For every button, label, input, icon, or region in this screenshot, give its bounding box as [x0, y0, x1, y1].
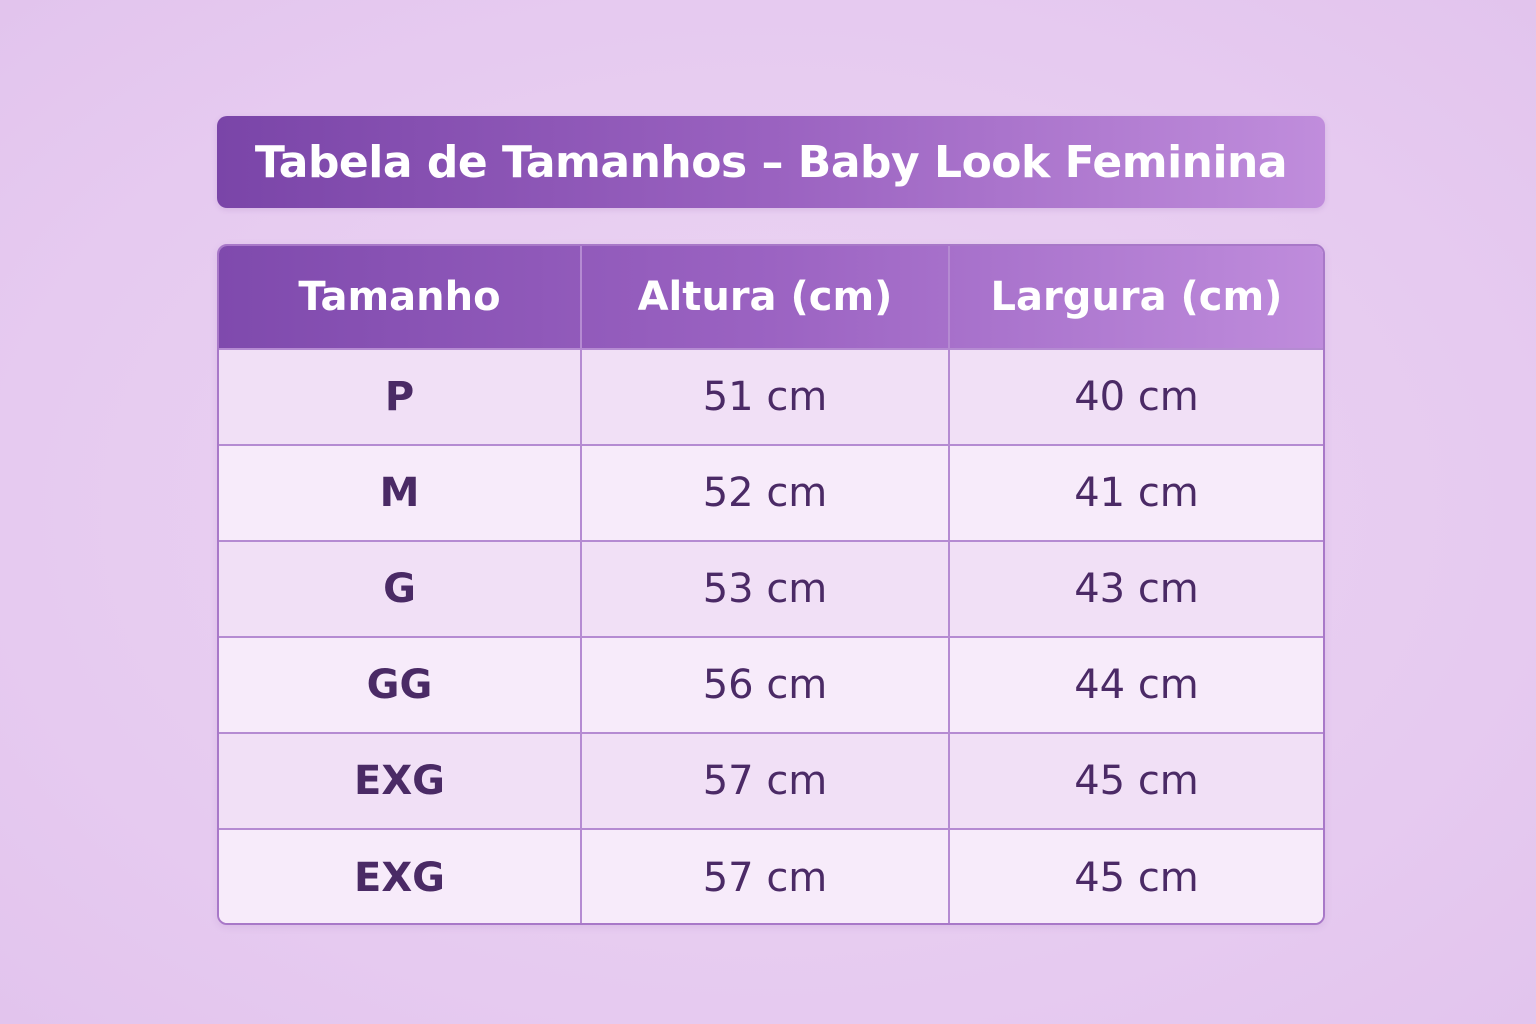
table-row: G 53 cm 43 cm	[219, 540, 1323, 637]
height-cell: 52 cm	[581, 444, 950, 541]
height-cell: 53 cm	[581, 540, 950, 637]
width-cell: 43 cm	[949, 540, 1323, 637]
column-header-width: Largura (cm)	[990, 274, 1283, 320]
table-row: EXG 57 cm 45 cm	[219, 828, 1323, 923]
width-cell: 41 cm	[949, 444, 1323, 541]
column-header-size: Tamanho	[219, 246, 582, 349]
height-cell: 56 cm	[581, 636, 950, 733]
page-title: Tabela de Tamanhos – Baby Look Feminina	[254, 136, 1288, 188]
size-cell: EXG	[219, 828, 582, 923]
width-cell: 45 cm	[949, 732, 1323, 829]
table-row: EXG 57 cm 45 cm	[219, 732, 1323, 829]
size-cell: GG	[219, 636, 582, 733]
title-banner: Tabela de Tamanhos – Baby Look Feminina	[217, 116, 1325, 208]
table-row: M 52 cm 41 cm	[219, 444, 1323, 541]
size-table-container: Tamanho Altura (cm) Largura (cm) P 51 cm…	[217, 244, 1325, 925]
height-cell: 51 cm	[581, 348, 950, 445]
size-table: Tamanho Altura (cm) Largura (cm) P 51 cm…	[219, 246, 1323, 923]
height-cell: 57 cm	[581, 732, 950, 829]
width-cell: 44 cm	[949, 636, 1323, 733]
column-header-height: Altura (cm)	[581, 246, 950, 349]
size-cell: G	[219, 540, 582, 637]
table-row: GG 56 cm 44 cm	[219, 636, 1323, 733]
table-header-row: Tamanho Altura (cm) Largura (cm)	[219, 246, 1323, 349]
width-cell: 45 cm	[949, 828, 1323, 923]
size-cell: P	[219, 348, 582, 445]
size-cell: M	[219, 444, 582, 541]
width-cell: 40 cm	[949, 348, 1323, 445]
table-row: P 51 cm 40 cm	[219, 348, 1323, 445]
size-cell: EXG	[219, 732, 582, 829]
height-cell: 57 cm	[581, 828, 950, 923]
